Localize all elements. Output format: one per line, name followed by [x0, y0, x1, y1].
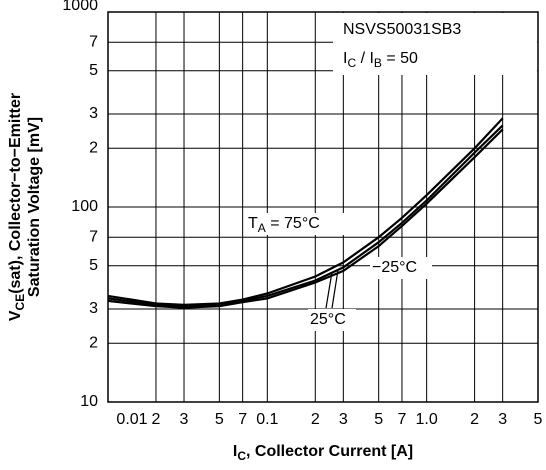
x-tick-label: 1.0 — [416, 411, 438, 428]
y-tick-label: 1000 — [62, 0, 98, 14]
x-tick-label: 0.1 — [256, 411, 278, 428]
y-tick-label: 5 — [89, 257, 98, 274]
curve-label: −25°C — [372, 259, 417, 276]
x-axis-label: IC, Collector Current [A] — [233, 443, 413, 463]
label-background — [308, 309, 356, 331]
y-tick-label: 7 — [89, 33, 98, 50]
leader-line — [325, 271, 333, 309]
annotation-part: I — [343, 50, 347, 67]
curve — [107, 124, 504, 308]
y-tick-label: 10 — [80, 393, 98, 410]
curve-label: 25°C — [310, 311, 346, 328]
y-axis-label-part: CE — [13, 294, 27, 311]
x-tick-label: 2 — [470, 411, 479, 428]
x-axis-label-part: C — [237, 449, 246, 463]
curve-label-part: −25°C — [372, 259, 417, 276]
x-tick-label: 2 — [152, 411, 161, 428]
x-axis-label-part: , Collector Current [A] — [246, 443, 413, 460]
curve-label-part: 25°C — [310, 311, 346, 328]
y-axis-label: VCE(sat), Collector−to−Emitter — [7, 93, 27, 321]
annotation-part: B — [374, 56, 382, 70]
x-tick-label: 0.01 — [116, 411, 147, 428]
y-tick-label: 2 — [89, 335, 98, 352]
x-axis-label-part: I — [233, 443, 237, 460]
annotation-part: C — [347, 56, 356, 70]
annotation-part: / I — [356, 50, 374, 67]
annotation-box — [333, 13, 537, 75]
annotation-part: NSVS50031SB3 — [343, 21, 461, 38]
x-tick-label: 7 — [398, 411, 407, 428]
y-tick-label: 2 — [89, 140, 98, 157]
x-tick-label: 3 — [498, 411, 507, 428]
y-axis-label-part: V — [7, 310, 24, 321]
x-tick-label: 5 — [215, 411, 224, 428]
annotation-part: = 50 — [382, 50, 418, 67]
x-tick-label: 5 — [534, 411, 543, 428]
y-axis-label-part: (sat), Collector−to−Emitter — [7, 93, 24, 294]
curve-label-part: A — [258, 221, 266, 235]
x-tick-label: 3 — [339, 411, 348, 428]
y-tick-label: 5 — [89, 62, 98, 79]
leader-line — [331, 269, 339, 309]
plot-frame — [107, 11, 539, 403]
y-tick-label: 3 — [89, 105, 98, 122]
y-tick-label: 100 — [71, 198, 98, 215]
y-tick-label: 7 — [89, 228, 98, 245]
y-axis-label-part: Saturation Voltage [mV] — [26, 117, 43, 297]
y-axis-label: Saturation Voltage [mV] — [26, 117, 43, 297]
y-tick-label: 3 — [89, 300, 98, 317]
curve-label-part: = 75°C — [266, 215, 320, 232]
annotation: IC / IB = 50 — [343, 50, 418, 70]
curve-label: TA = 75°C — [248, 215, 320, 235]
x-tick-label: 5 — [374, 411, 383, 428]
annotation: NSVS50031SB3 — [343, 21, 461, 38]
label-background — [246, 213, 370, 235]
curve — [107, 128, 504, 309]
x-tick-label: 3 — [180, 411, 189, 428]
curve-label-part: T — [248, 215, 258, 232]
curve — [107, 117, 504, 306]
label-background — [370, 257, 432, 279]
x-tick-label: 7 — [238, 411, 247, 428]
x-tick-label: 2 — [311, 411, 320, 428]
